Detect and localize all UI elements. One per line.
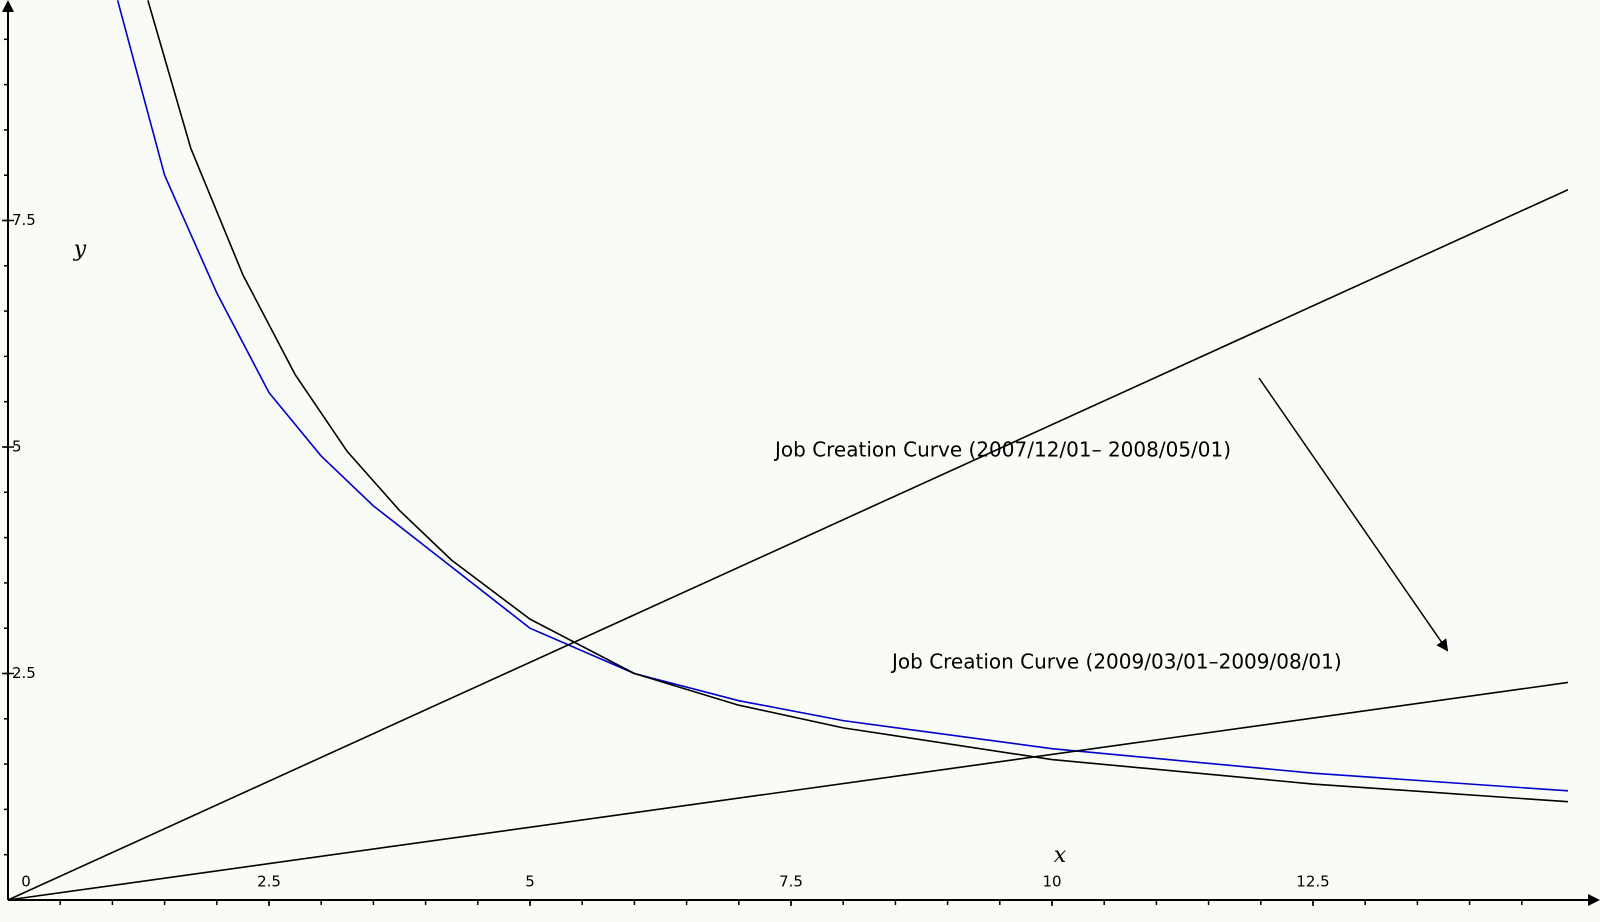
x-tick-label: 2.5 [257,873,281,891]
y-tick-label: 5 [12,438,22,456]
y-tick-label: 7.5 [12,211,36,229]
arrow [1258,377,1449,652]
curve [7,681,1568,901]
curve [7,188,1568,901]
curve [147,0,1568,803]
x-axis-label: x [1054,843,1067,868]
origin-label: 0 [21,873,31,891]
x-tick-label: 12.5 [1296,873,1329,891]
annotation: Job Creation Curve (2007/12/01– 2008/05/… [773,438,1231,462]
x-tick-label: 7.5 [779,873,803,891]
x-tick-label: 10 [1042,873,1061,891]
y-tick-label: 2.5 [12,664,36,682]
curve [116,0,1568,792]
x-tick-label: 5 [525,873,535,891]
annotation: Job Creation Curve (2009/03/01–2009/08/0… [890,650,1342,674]
y-axis-label: y [73,237,87,262]
curves [7,0,1568,901]
